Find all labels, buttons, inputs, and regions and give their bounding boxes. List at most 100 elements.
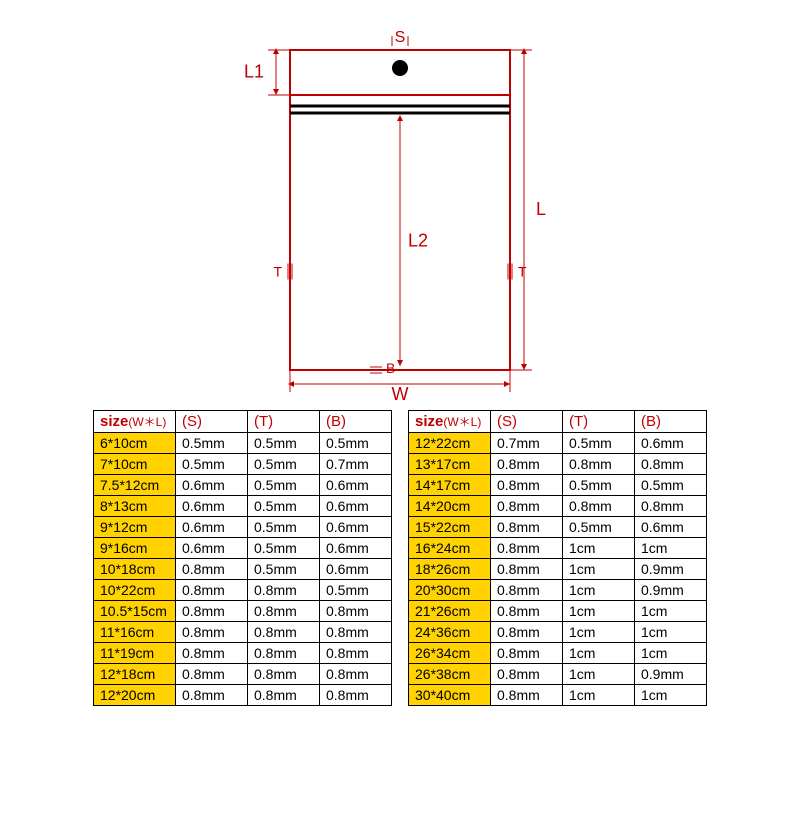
size-table-right: size(W＊L) (S) (T) (B) 12*22cm0.7mm0.5mm0… [408, 410, 707, 706]
size-table-left: size(W＊L) (S) (T) (B) 6*10cm0.5mm0.5mm0.… [93, 410, 392, 706]
table-row: 11*19cm0.8mm0.8mm0.8mm [94, 643, 392, 664]
cell-t: 0.5mm [248, 517, 320, 538]
cell-t: 0.8mm [563, 496, 635, 517]
cell-t: 0.8mm [248, 685, 320, 706]
cell-size: 11*16cm [94, 622, 176, 643]
cell-t: 0.8mm [248, 622, 320, 643]
table-row: 9*12cm0.6mm0.5mm0.6mm [94, 517, 392, 538]
cell-size: 21*26cm [409, 601, 491, 622]
cell-b: 0.8mm [635, 454, 707, 475]
table-row: 10.5*15cm0.8mm0.8mm0.8mm [94, 601, 392, 622]
cell-s: 0.8mm [491, 475, 563, 496]
cell-t: 1cm [563, 664, 635, 685]
cell-t: 1cm [563, 601, 635, 622]
cell-t: 0.5mm [248, 496, 320, 517]
cell-s: 0.8mm [491, 496, 563, 517]
cell-s: 0.8mm [176, 559, 248, 580]
header-b: (B) [320, 411, 392, 433]
cell-s: 0.8mm [491, 685, 563, 706]
cell-s: 0.6mm [176, 475, 248, 496]
cell-size: 14*20cm [409, 496, 491, 517]
table-row: 12*18cm0.8mm0.8mm0.8mm [94, 664, 392, 685]
table-row: 6*10cm0.5mm0.5mm0.5mm [94, 433, 392, 454]
table-row: 11*16cm0.8mm0.8mm0.8mm [94, 622, 392, 643]
cell-size: 12*20cm [94, 685, 176, 706]
cell-size: 13*17cm [409, 454, 491, 475]
cell-s: 0.8mm [176, 685, 248, 706]
cell-t: 1cm [563, 643, 635, 664]
cell-size: 24*36cm [409, 622, 491, 643]
cell-s: 0.6mm [176, 517, 248, 538]
cell-b: 0.7mm [320, 454, 392, 475]
cell-t: 0.5mm [563, 433, 635, 454]
cell-size: 14*17cm [409, 475, 491, 496]
cell-t: 0.8mm [248, 664, 320, 685]
cell-size: 26*38cm [409, 664, 491, 685]
size-tables: size(W＊L) (S) (T) (B) 6*10cm0.5mm0.5mm0.… [0, 410, 800, 706]
table-row: 9*16cm0.6mm0.5mm0.6mm [94, 538, 392, 559]
cell-b: 0.6mm [635, 517, 707, 538]
cell-b: 0.6mm [635, 433, 707, 454]
table-row: 20*30cm0.8mm1cm0.9mm [409, 580, 707, 601]
table-row: 7*10cm0.5mm0.5mm0.7mm [94, 454, 392, 475]
cell-t: 1cm [563, 538, 635, 559]
cell-t: 1cm [563, 559, 635, 580]
header-s: (S) [176, 411, 248, 433]
cell-b: 0.6mm [320, 559, 392, 580]
cell-b: 0.5mm [635, 475, 707, 496]
cell-size: 12*22cm [409, 433, 491, 454]
cell-s: 0.6mm [176, 496, 248, 517]
cell-size: 6*10cm [94, 433, 176, 454]
cell-s: 0.5mm [176, 433, 248, 454]
cell-size: 9*16cm [94, 538, 176, 559]
cell-t: 0.5mm [248, 559, 320, 580]
cell-s: 0.8mm [491, 601, 563, 622]
table-row: 10*22cm0.8mm0.8mm0.5mm [94, 580, 392, 601]
cell-t: 0.8mm [248, 643, 320, 664]
cell-size: 12*18cm [94, 664, 176, 685]
cell-b: 0.8mm [320, 622, 392, 643]
cell-s: 0.8mm [491, 538, 563, 559]
cell-size: 26*34cm [409, 643, 491, 664]
cell-b: 0.5mm [320, 580, 392, 601]
cell-t: 0.8mm [248, 601, 320, 622]
cell-size: 30*40cm [409, 685, 491, 706]
table-row: 26*34cm0.8mm1cm1cm [409, 643, 707, 664]
cell-s: 0.8mm [491, 580, 563, 601]
header-b: (B) [635, 411, 707, 433]
cell-size: 10*18cm [94, 559, 176, 580]
table-row: 15*22cm0.8mm0.5mm0.6mm [409, 517, 707, 538]
cell-t: 0.5mm [248, 538, 320, 559]
header-size: size(W＊L) [94, 411, 176, 433]
table-row: 7.5*12cm0.6mm0.5mm0.6mm [94, 475, 392, 496]
bag-diagram: SL1LWL2TTB [200, 20, 600, 400]
cell-b: 0.6mm [320, 496, 392, 517]
cell-b: 1cm [635, 643, 707, 664]
cell-s: 0.8mm [491, 559, 563, 580]
svg-text:S: S [395, 29, 406, 46]
table-row: 10*18cm0.8mm0.5mm0.6mm [94, 559, 392, 580]
cell-b: 0.9mm [635, 559, 707, 580]
cell-s: 0.8mm [176, 601, 248, 622]
cell-t: 0.5mm [248, 454, 320, 475]
cell-size: 16*24cm [409, 538, 491, 559]
cell-t: 0.5mm [248, 475, 320, 496]
cell-b: 0.9mm [635, 664, 707, 685]
table-row: 12*22cm0.7mm0.5mm0.6mm [409, 433, 707, 454]
cell-b: 1cm [635, 685, 707, 706]
cell-s: 0.6mm [176, 538, 248, 559]
table-row: 30*40cm0.8mm1cm1cm [409, 685, 707, 706]
table-row: 13*17cm0.8mm0.8mm0.8mm [409, 454, 707, 475]
cell-b: 0.8mm [320, 664, 392, 685]
cell-s: 0.8mm [491, 622, 563, 643]
cell-b: 0.9mm [635, 580, 707, 601]
cell-t: 1cm [563, 622, 635, 643]
header-t: (T) [563, 411, 635, 433]
table-row: 24*36cm0.8mm1cm1cm [409, 622, 707, 643]
cell-t: 0.8mm [563, 454, 635, 475]
cell-size: 18*26cm [409, 559, 491, 580]
cell-t: 1cm [563, 685, 635, 706]
table-row: 21*26cm0.8mm1cm1cm [409, 601, 707, 622]
cell-s: 0.8mm [176, 643, 248, 664]
cell-b: 0.8mm [320, 685, 392, 706]
